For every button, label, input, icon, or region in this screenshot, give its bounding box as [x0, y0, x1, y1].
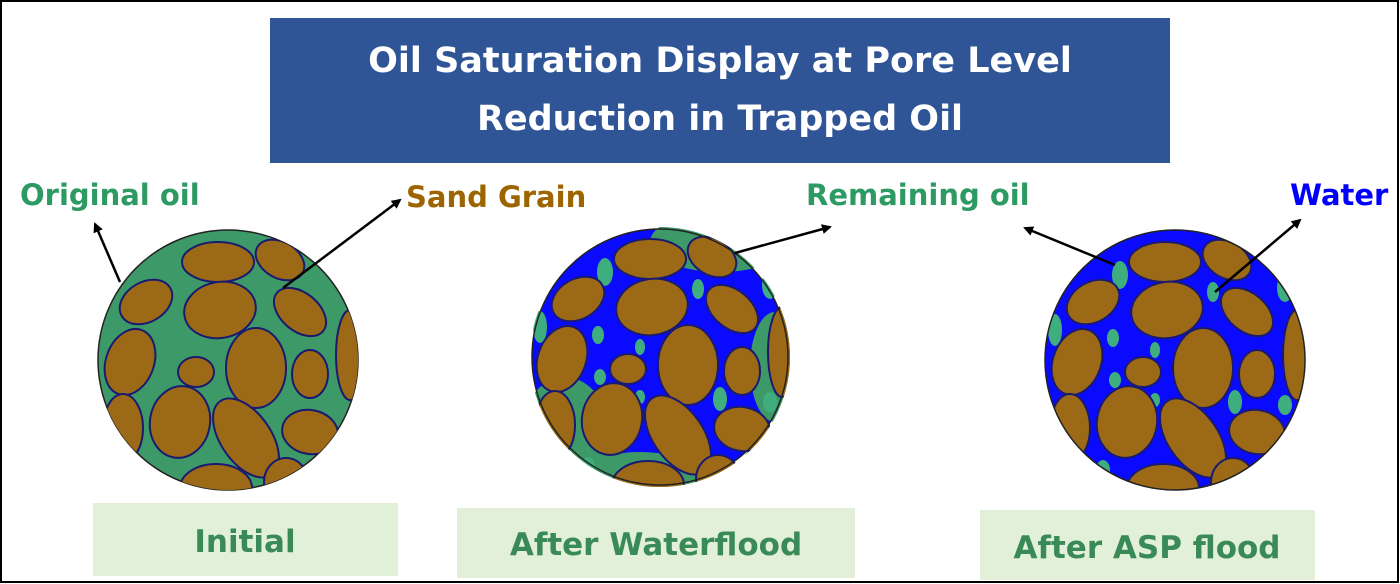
arrow	[95, 224, 120, 282]
arrow	[735, 227, 830, 253]
pore-asp	[1043, 230, 1311, 512]
label: Original oil	[20, 178, 200, 212]
label: Sand Grain	[406, 180, 586, 214]
label: Water	[1290, 178, 1389, 212]
title-line: Oil Saturation Display at Pore Level	[368, 41, 1072, 81]
pore-initial	[96, 230, 364, 512]
arrow	[283, 200, 400, 288]
caption: After Waterflood	[510, 527, 802, 563]
arrow	[1025, 228, 1115, 265]
page: {"header": {"title": ["Oil Saturation Di…	[0, 0, 1400, 584]
title-box	[270, 18, 1170, 163]
caption: After ASP flood	[1014, 530, 1281, 566]
title-line: Reduction in Trapped Oil	[477, 99, 963, 139]
caption: Initial	[194, 524, 295, 560]
label: Remaining oil	[806, 178, 1030, 212]
pore-waterflood	[520, 212, 800, 509]
diagram: Oil Saturation Display at Pore Level Red…	[0, 0, 1400, 584]
